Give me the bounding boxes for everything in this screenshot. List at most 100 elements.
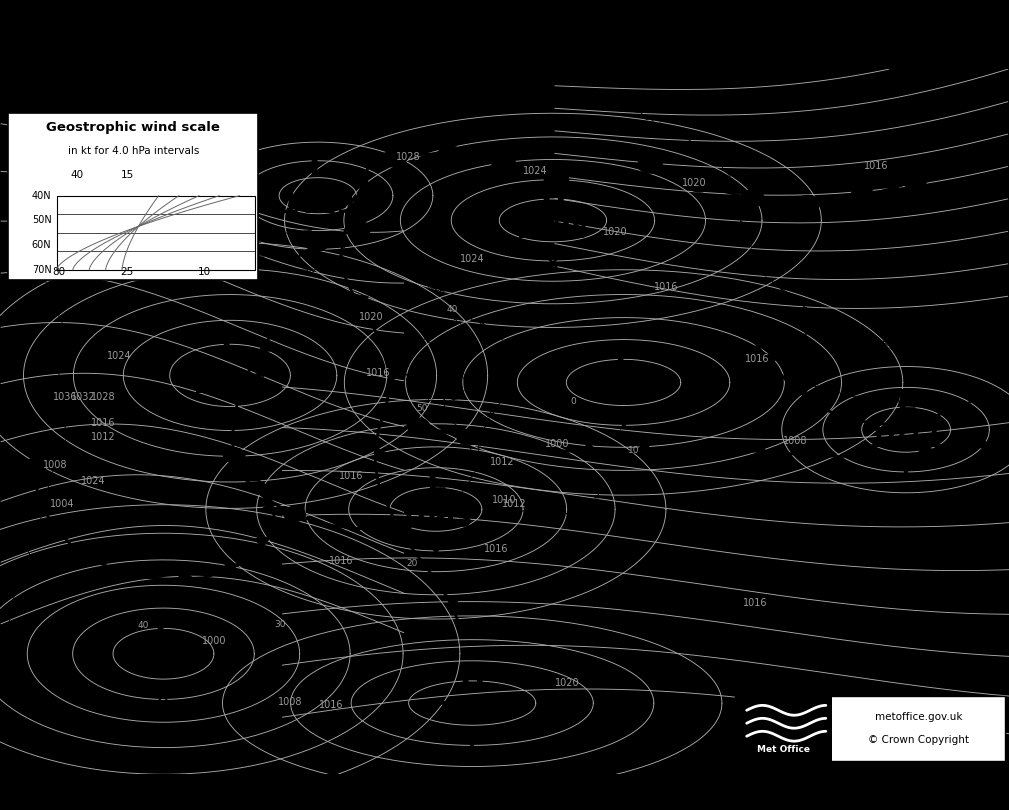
Bar <box>735 696 1005 761</box>
Circle shape <box>795 195 819 212</box>
Circle shape <box>407 418 429 433</box>
Circle shape <box>308 237 328 251</box>
Text: 1004: 1004 <box>50 499 75 509</box>
Circle shape <box>285 507 306 522</box>
Polygon shape <box>636 443 654 452</box>
Polygon shape <box>127 567 143 577</box>
Polygon shape <box>359 179 373 191</box>
Text: 1008: 1008 <box>783 436 807 446</box>
Polygon shape <box>85 553 98 563</box>
Text: 1020: 1020 <box>555 678 579 688</box>
Polygon shape <box>446 595 460 607</box>
Circle shape <box>233 374 255 389</box>
Bar <box>57 196 255 270</box>
Text: 1024: 1024 <box>460 254 484 264</box>
Polygon shape <box>917 445 935 454</box>
Text: 1016: 1016 <box>745 354 769 365</box>
Polygon shape <box>421 560 436 571</box>
Circle shape <box>638 156 662 173</box>
Text: H: H <box>459 662 485 691</box>
Text: 1024: 1024 <box>107 352 131 361</box>
Text: 1019: 1019 <box>281 194 355 220</box>
Text: 1016: 1016 <box>319 700 343 710</box>
Polygon shape <box>388 369 401 382</box>
Polygon shape <box>381 408 396 421</box>
Text: 1020: 1020 <box>682 178 706 188</box>
Polygon shape <box>692 441 710 450</box>
Circle shape <box>492 157 517 173</box>
Circle shape <box>387 520 409 535</box>
Circle shape <box>382 150 407 167</box>
Polygon shape <box>375 447 387 460</box>
Text: 999: 999 <box>596 380 651 406</box>
Text: 1032: 1032 <box>72 391 96 402</box>
Text: 1028: 1028 <box>397 152 421 162</box>
Text: 1036: 1036 <box>53 391 78 402</box>
Polygon shape <box>233 411 246 424</box>
Polygon shape <box>255 537 269 548</box>
Text: 1021: 1021 <box>435 701 510 727</box>
Text: 1016: 1016 <box>339 471 363 481</box>
Text: 1020: 1020 <box>603 228 628 237</box>
Text: © Crown Copyright: © Crown Copyright <box>868 735 969 745</box>
Circle shape <box>457 429 479 445</box>
Text: 40: 40 <box>446 305 458 314</box>
Text: 1000: 1000 <box>545 439 569 449</box>
Circle shape <box>49 525 70 539</box>
Text: 1012: 1012 <box>502 499 527 509</box>
Text: in kt for 4.0 hPa intervals: in kt for 4.0 hPa intervals <box>68 147 199 156</box>
Polygon shape <box>262 502 273 514</box>
Text: 50: 50 <box>416 404 428 413</box>
Text: Met Office: Met Office <box>757 744 810 753</box>
Circle shape <box>224 448 245 463</box>
Text: 50N: 50N <box>31 215 51 225</box>
Text: 1003: 1003 <box>400 507 472 533</box>
Polygon shape <box>177 571 193 580</box>
Text: 20: 20 <box>406 559 418 568</box>
Text: Geostrophic wind scale: Geostrophic wind scale <box>46 121 220 134</box>
Circle shape <box>687 175 711 192</box>
Polygon shape <box>397 524 412 535</box>
Text: 1000: 1000 <box>202 636 226 646</box>
Text: 1020: 1020 <box>359 312 383 322</box>
Polygon shape <box>749 443 767 452</box>
Text: 1016: 1016 <box>193 373 267 399</box>
Text: 1016: 1016 <box>91 418 115 428</box>
Polygon shape <box>346 217 359 230</box>
Polygon shape <box>379 487 394 499</box>
Polygon shape <box>833 408 850 419</box>
Text: 1016: 1016 <box>484 544 509 555</box>
Text: L: L <box>613 341 634 370</box>
Polygon shape <box>861 448 879 457</box>
Text: 993: 993 <box>136 651 191 677</box>
Text: 10: 10 <box>628 446 640 455</box>
Polygon shape <box>974 438 991 448</box>
Polygon shape <box>250 484 265 494</box>
Text: 1016: 1016 <box>654 283 678 292</box>
Text: L: L <box>426 468 446 497</box>
Text: 25: 25 <box>120 266 134 277</box>
Text: 70N: 70N <box>31 265 51 275</box>
Polygon shape <box>375 330 389 343</box>
Polygon shape <box>336 519 353 528</box>
Text: 1016: 1016 <box>864 161 888 171</box>
Text: L: L <box>308 155 328 183</box>
Circle shape <box>851 188 875 205</box>
Polygon shape <box>341 256 354 269</box>
Polygon shape <box>259 341 274 352</box>
Circle shape <box>438 146 462 163</box>
Polygon shape <box>245 471 259 481</box>
Text: 1016: 1016 <box>743 598 767 608</box>
Polygon shape <box>225 562 239 572</box>
Circle shape <box>902 172 926 189</box>
Circle shape <box>29 492 49 506</box>
Polygon shape <box>886 415 904 424</box>
Polygon shape <box>939 404 956 415</box>
Text: L: L <box>153 612 174 642</box>
Circle shape <box>27 458 47 471</box>
Text: 10: 10 <box>198 266 212 277</box>
Text: 1012: 1012 <box>91 432 115 441</box>
Text: metoffice.gov.uk: metoffice.gov.uk <box>875 712 963 722</box>
Text: 1028: 1028 <box>91 391 115 402</box>
Bar <box>735 696 831 761</box>
